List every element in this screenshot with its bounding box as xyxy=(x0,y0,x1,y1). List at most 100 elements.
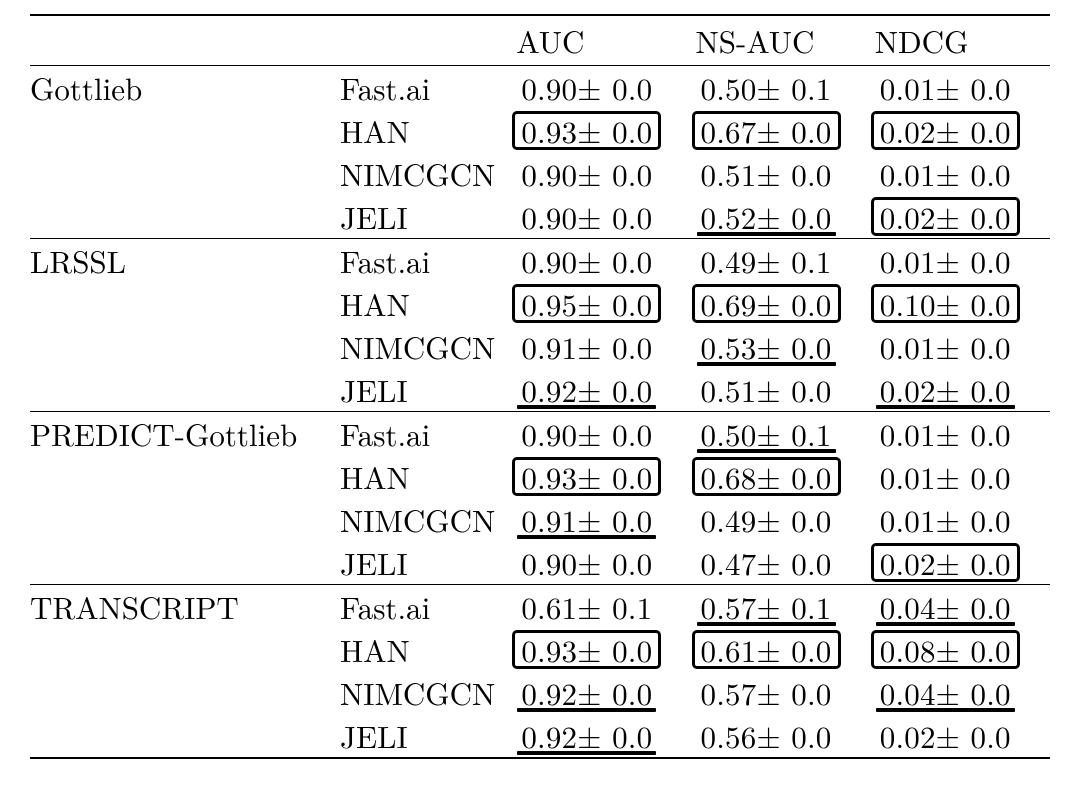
cell-ndcg: 0.02± 0.0 xyxy=(871,368,1050,412)
metric-value: 0.90± 0.0 xyxy=(512,414,661,453)
cell-auc: 0.90± 0.0 xyxy=(512,412,691,456)
dataset-name: PREDICT-Gottlieb xyxy=(30,412,340,456)
cell-nsauc: 0.53± 0.0 xyxy=(692,325,871,368)
cell-auc: 0.92± 0.0 xyxy=(512,714,691,758)
cell-nsauc: 0.57± 0.0 xyxy=(692,671,871,714)
cell-auc: 0.90± 0.0 xyxy=(512,541,691,585)
dataset-name xyxy=(30,282,340,325)
cell-ndcg: 0.01± 0.0 xyxy=(871,152,1050,195)
cell-auc: 0.90± 0.0 xyxy=(512,195,691,239)
metric-value: 0.01± 0.0 xyxy=(871,327,1020,366)
metric-value: 0.91± 0.0 xyxy=(512,327,661,366)
cell-nsauc: 0.51± 0.0 xyxy=(692,152,871,195)
cell-ndcg: 0.01± 0.0 xyxy=(871,239,1050,283)
metric-value: 0.50± 0.1 xyxy=(692,414,841,453)
algorithm-name: JELI xyxy=(340,368,512,412)
algorithm-name: HAN xyxy=(340,282,512,325)
cell-nsauc: 0.61± 0.0 xyxy=(692,628,871,671)
cell-ndcg: 0.02± 0.0 xyxy=(871,541,1050,585)
metric-value: 0.90± 0.0 xyxy=(512,543,661,582)
metric-value: 0.91± 0.0 xyxy=(512,500,661,539)
metric-value: 0.02± 0.0 xyxy=(871,111,1020,150)
algorithm-name: HAN xyxy=(340,455,512,498)
dataset-name xyxy=(30,541,340,585)
cell-auc: 0.92± 0.0 xyxy=(512,671,691,714)
metric-value: 0.90± 0.0 xyxy=(512,154,661,193)
metric-value: 0.02± 0.0 xyxy=(871,716,1020,755)
cell-ndcg: 0.01± 0.0 xyxy=(871,498,1050,541)
dataset-name: TRANSCRIPT xyxy=(30,585,340,629)
metric-value: 0.50± 0.1 xyxy=(692,68,841,107)
cell-ndcg: 0.08± 0.0 xyxy=(871,628,1050,671)
metric-value: 0.92± 0.0 xyxy=(512,716,661,755)
cell-nsauc: 0.50± 0.1 xyxy=(692,66,871,110)
cell-auc: 0.93± 0.0 xyxy=(512,109,691,152)
metric-value: 0.04± 0.0 xyxy=(871,673,1020,712)
cell-nsauc: 0.68± 0.0 xyxy=(692,455,871,498)
metric-value: 0.68± 0.0 xyxy=(692,457,841,496)
results-table: AUCNS-AUCNDCGGottliebFast.ai0.90± 0.00.5… xyxy=(30,14,1050,759)
algorithm-name: Fast.ai xyxy=(340,239,512,283)
metric-value: 0.57± 0.0 xyxy=(692,673,841,712)
metric-value: 0.01± 0.0 xyxy=(871,414,1020,453)
metric-value: 0.10± 0.0 xyxy=(871,284,1020,323)
cell-auc: 0.93± 0.0 xyxy=(512,628,691,671)
dataset-name xyxy=(30,671,340,714)
metric-value: 0.01± 0.0 xyxy=(871,500,1020,539)
header-blank xyxy=(340,15,512,66)
cell-ndcg: 0.01± 0.0 xyxy=(871,66,1050,110)
cell-auc: 0.90± 0.0 xyxy=(512,152,691,195)
header-blank xyxy=(30,15,340,66)
cell-ndcg: 0.10± 0.0 xyxy=(871,282,1050,325)
metric-value: 0.61± 0.0 xyxy=(692,630,841,669)
algorithm-name: Fast.ai xyxy=(340,412,512,456)
metric-value: 0.08± 0.0 xyxy=(871,630,1020,669)
metric-value: 0.61± 0.1 xyxy=(512,587,661,626)
metric-value: 0.52± 0.0 xyxy=(692,197,841,236)
algorithm-name: NIMCGCN xyxy=(340,498,512,541)
dataset-name xyxy=(30,325,340,368)
cell-nsauc: 0.57± 0.1 xyxy=(692,585,871,629)
cell-ndcg: 0.01± 0.0 xyxy=(871,455,1050,498)
cell-ndcg: 0.02± 0.0 xyxy=(871,109,1050,152)
cell-ndcg: 0.02± 0.0 xyxy=(871,195,1050,239)
metric-value: 0.47± 0.0 xyxy=(692,543,841,582)
metric-value: 0.04± 0.0 xyxy=(871,587,1020,626)
metric-value: 0.53± 0.0 xyxy=(692,327,841,366)
metric-value: 0.93± 0.0 xyxy=(512,111,661,150)
metric-value: 0.49± 0.0 xyxy=(692,500,841,539)
metric-value: 0.57± 0.1 xyxy=(692,587,841,626)
cell-auc: 0.91± 0.0 xyxy=(512,498,691,541)
cell-nsauc: 0.47± 0.0 xyxy=(692,541,871,585)
dataset-name xyxy=(30,714,340,758)
header-auc: AUC xyxy=(512,15,691,66)
cell-auc: 0.95± 0.0 xyxy=(512,282,691,325)
metric-value: 0.90± 0.0 xyxy=(512,197,661,236)
algorithm-name: NIMCGCN xyxy=(340,152,512,195)
metric-value: 0.69± 0.0 xyxy=(692,284,841,323)
metric-value: 0.67± 0.0 xyxy=(692,111,841,150)
cell-auc: 0.90± 0.0 xyxy=(512,239,691,283)
metric-value: 0.90± 0.0 xyxy=(512,68,661,107)
metric-value: 0.01± 0.0 xyxy=(871,154,1020,193)
dataset-name xyxy=(30,498,340,541)
header-nsauc: NS-AUC xyxy=(692,15,871,66)
metric-value: 0.93± 0.0 xyxy=(512,457,661,496)
algorithm-name: NIMCGCN xyxy=(340,325,512,368)
metric-value: 0.02± 0.0 xyxy=(871,197,1020,236)
cell-nsauc: 0.56± 0.0 xyxy=(692,714,871,758)
metric-value: 0.51± 0.0 xyxy=(692,370,841,409)
dataset-name xyxy=(30,368,340,412)
metric-value: 0.95± 0.0 xyxy=(512,284,661,323)
cell-nsauc: 0.49± 0.1 xyxy=(692,239,871,283)
metric-value: 0.93± 0.0 xyxy=(512,630,661,669)
header-ndcg: NDCG xyxy=(871,15,1050,66)
metric-value: 0.56± 0.0 xyxy=(692,716,841,755)
algorithm-name: JELI xyxy=(340,541,512,585)
algorithm-name: Fast.ai xyxy=(340,585,512,629)
algorithm-name: HAN xyxy=(340,628,512,671)
algorithm-name: Fast.ai xyxy=(340,66,512,110)
cell-auc: 0.91± 0.0 xyxy=(512,325,691,368)
cell-auc: 0.61± 0.1 xyxy=(512,585,691,629)
algorithm-name: JELI xyxy=(340,195,512,239)
